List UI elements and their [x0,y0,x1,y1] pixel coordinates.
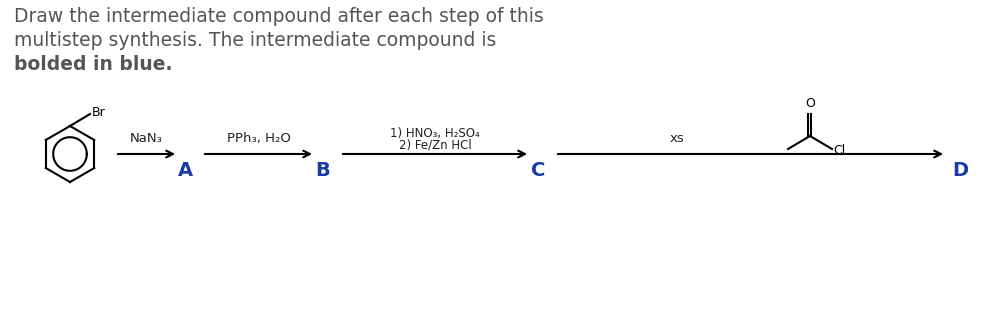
Text: Br: Br [92,107,106,119]
Text: 2) Fe/Zn HCl: 2) Fe/Zn HCl [398,138,471,151]
Text: 1) HNO₃, H₂SO₄: 1) HNO₃, H₂SO₄ [390,127,480,140]
Text: NaN₃: NaN₃ [130,132,163,145]
Text: B: B [316,161,331,180]
Text: bolded in blue.: bolded in blue. [14,55,172,74]
Text: D: D [952,161,968,180]
Text: A: A [177,161,192,180]
Text: PPh₃, H₂O: PPh₃, H₂O [226,132,291,145]
Text: Cl: Cl [833,143,846,157]
Text: xs: xs [670,132,685,145]
Text: Draw the intermediate compound after each step of this: Draw the intermediate compound after eac… [14,7,544,26]
Text: C: C [531,161,545,180]
Text: O: O [805,97,815,110]
Text: multistep synthesis. The intermediate compound is: multistep synthesis. The intermediate co… [14,31,496,50]
